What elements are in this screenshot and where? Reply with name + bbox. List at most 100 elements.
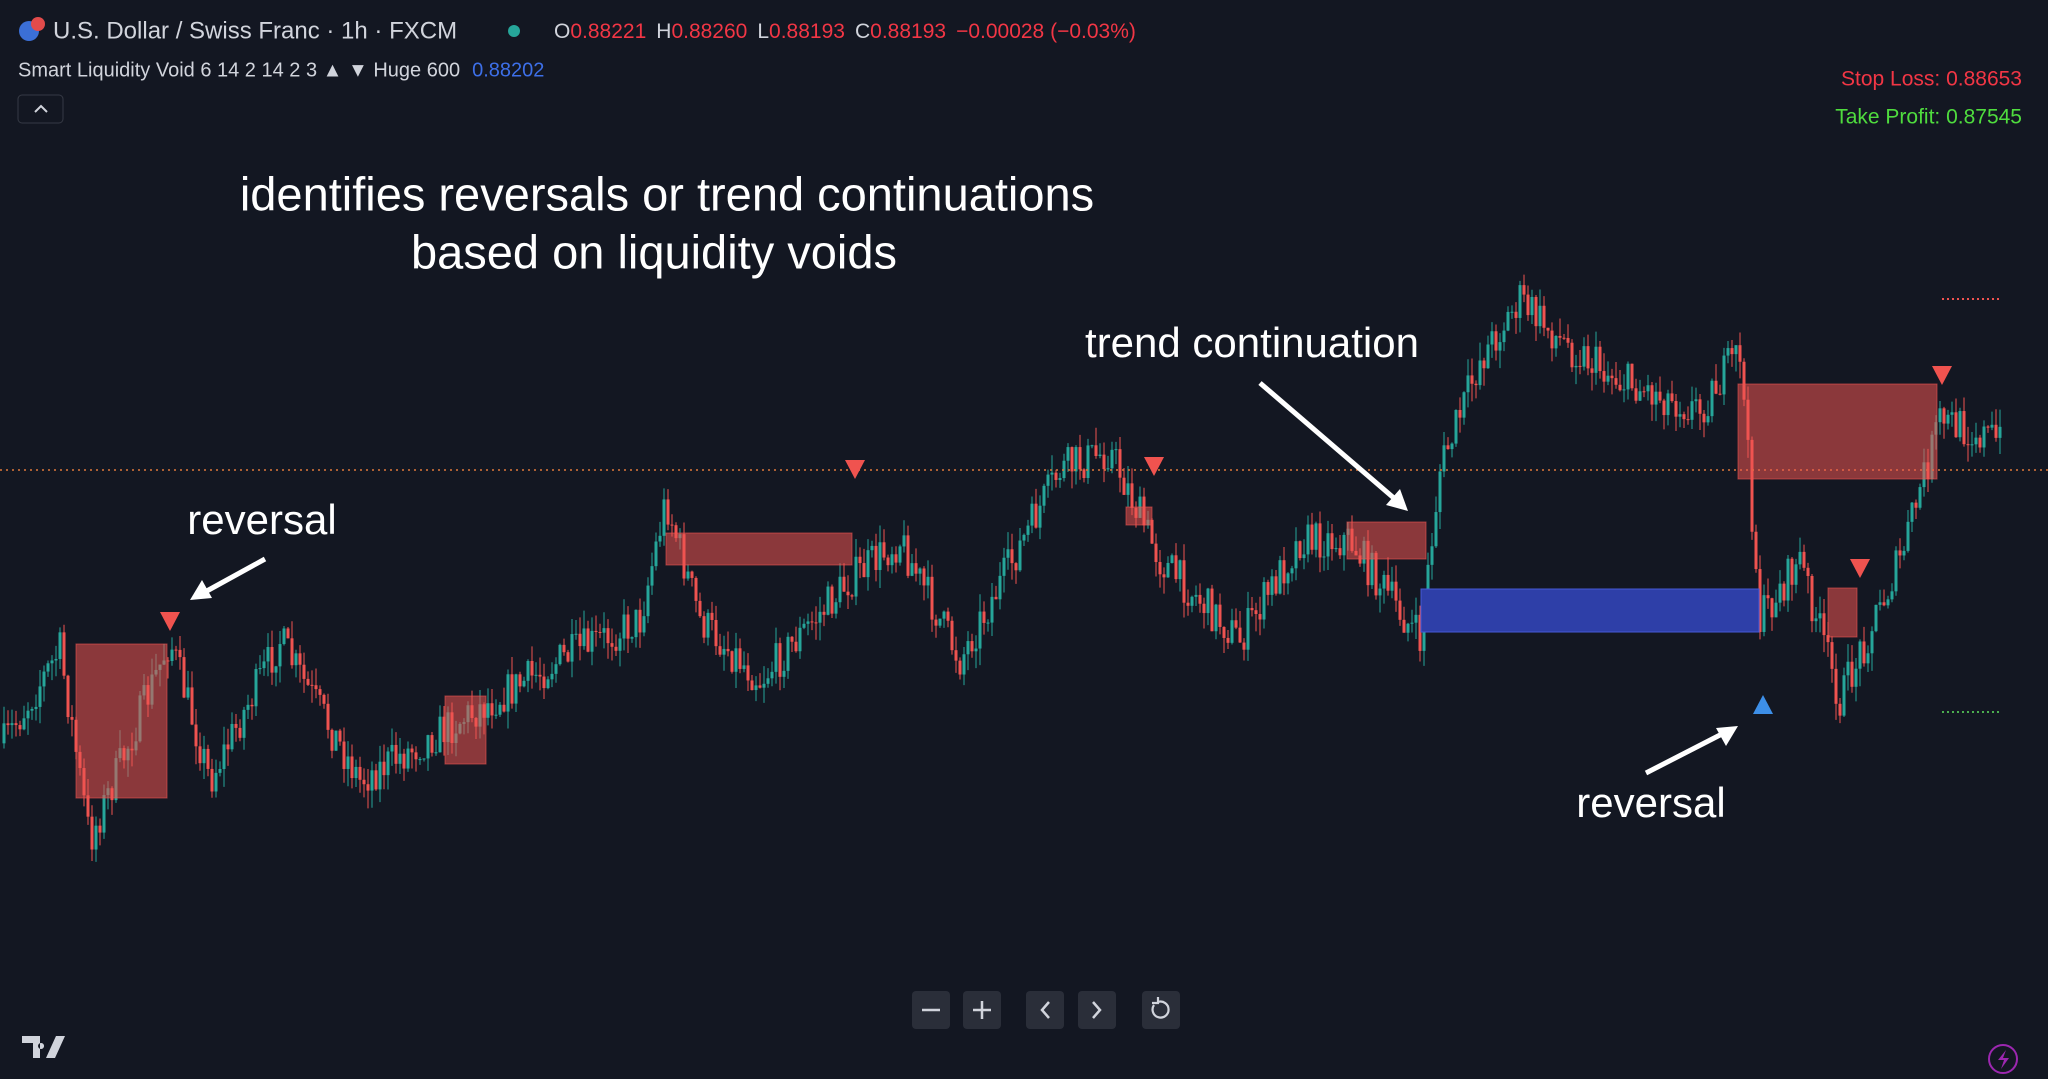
arrow-head <box>190 580 212 600</box>
collapse-icon <box>34 104 48 113</box>
candle-body <box>90 816 94 850</box>
candle-body <box>502 704 506 712</box>
candle-body <box>1462 392 1466 418</box>
sell-signal <box>1932 366 1952 385</box>
candle-body <box>1286 573 1290 584</box>
collapse-button[interactable] <box>17 94 64 124</box>
candle-body <box>710 612 714 620</box>
candle-body <box>530 660 534 676</box>
candle-body <box>210 768 214 792</box>
candle-body <box>694 577 698 601</box>
candle-body <box>1898 550 1902 556</box>
candle-body <box>1186 602 1190 606</box>
scroll-right-button[interactable] <box>1078 991 1116 1029</box>
candle-body <box>734 648 738 672</box>
candle-body <box>550 673 554 680</box>
arrow <box>1258 381 1397 501</box>
icon <box>1040 1001 1050 1019</box>
candle-body <box>1514 311 1518 318</box>
candle-body <box>1250 608 1254 611</box>
candle-body <box>426 735 430 759</box>
candle-body <box>726 648 730 652</box>
candle-body <box>62 632 66 676</box>
candle-body <box>214 772 218 792</box>
candle-body <box>1666 393 1670 416</box>
candle-body <box>174 649 178 651</box>
candle-body <box>1198 594 1202 604</box>
candle-body <box>326 703 330 730</box>
candle-body <box>166 660 170 662</box>
candle-body <box>898 546 902 563</box>
candle-body <box>1434 512 1438 547</box>
candle-body <box>1546 327 1550 331</box>
candle-body <box>814 622 818 624</box>
candle-body <box>658 535 662 542</box>
candle-body <box>890 554 894 566</box>
scroll-left-button[interactable] <box>1026 991 1064 1029</box>
candle-body <box>786 636 790 671</box>
candle-body <box>414 752 418 760</box>
annotation-title: based on liquidity voids <box>411 225 897 278</box>
candle-body <box>1170 555 1174 563</box>
reset-button[interactable] <box>1142 991 1180 1029</box>
ohlc-part: 0.88193 <box>769 20 845 43</box>
symbol-title[interactable]: U.S. Dollar / Swiss Franc · 1h · FXCM <box>53 17 457 44</box>
candle-body <box>1370 552 1374 586</box>
candle-body <box>1202 603 1206 614</box>
candle-body <box>1038 505 1042 528</box>
candle-body <box>1742 361 1746 400</box>
candle-body <box>222 744 226 770</box>
candle-body <box>402 753 406 769</box>
candle-body <box>970 641 974 652</box>
candle-body <box>1478 360 1482 386</box>
candle-body <box>514 674 518 704</box>
candle-body <box>894 554 898 563</box>
alert-icon[interactable] <box>1988 1044 2018 1074</box>
indicator-label[interactable]: Smart Liquidity Void 6 14 2 14 2 3 ▲ ▼ H… <box>18 59 460 81</box>
candle-body <box>1914 502 1918 508</box>
candle-body <box>1942 408 1946 424</box>
candle-body <box>274 666 278 673</box>
candle-body <box>1570 342 1574 368</box>
candle-body <box>818 611 822 623</box>
candle-body <box>886 557 890 566</box>
candle-body <box>706 612 710 638</box>
icon <box>1998 1050 2009 1069</box>
bull-void-zone <box>1420 588 1760 633</box>
candle-body <box>634 609 638 638</box>
candle-body <box>306 678 310 685</box>
candle-body <box>1714 380 1718 394</box>
candle-body <box>242 709 246 738</box>
ohlc-part: O <box>554 20 570 43</box>
candle-body <box>1906 521 1910 551</box>
candle-body <box>554 664 558 674</box>
candle-body <box>434 752 438 754</box>
annotation-label: trend continuation <box>1085 319 1419 366</box>
candle-body <box>1842 675 1846 716</box>
candle-body <box>1874 604 1878 632</box>
candle-body <box>1614 378 1618 385</box>
candle-body <box>1218 604 1222 627</box>
candle-body <box>1178 560 1182 580</box>
candle-body <box>702 616 706 638</box>
candle-body <box>1790 558 1794 585</box>
candle-body <box>1118 449 1122 478</box>
candle-body <box>1782 583 1786 601</box>
candle-body <box>1970 444 1974 446</box>
candle-body <box>1634 388 1638 401</box>
candle-body <box>642 616 646 633</box>
candle-body <box>1262 582 1266 620</box>
candle-body <box>1806 567 1810 576</box>
void-zones <box>75 383 1938 799</box>
candle-body <box>626 614 630 639</box>
candle-body <box>1398 600 1402 620</box>
candle-body <box>822 611 826 615</box>
candle-body <box>1194 594 1198 597</box>
candle-body <box>590 630 594 652</box>
candle-body <box>1674 401 1678 417</box>
candle-body <box>874 545 878 571</box>
candle-body <box>906 535 910 576</box>
candle-body <box>1598 346 1602 372</box>
candle-body <box>1982 426 1986 448</box>
ohlc-part: 0.88221 <box>570 20 646 43</box>
